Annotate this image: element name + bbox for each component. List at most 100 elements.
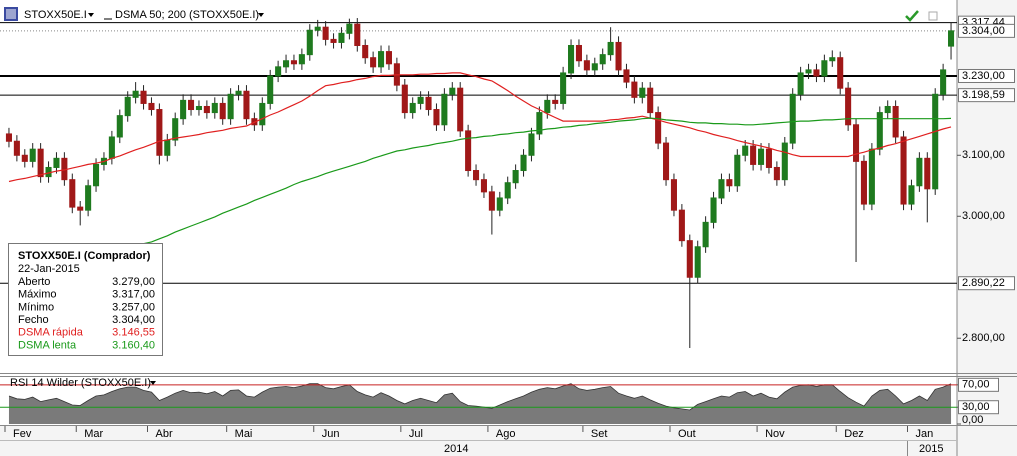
indicator-name[interactable]: DSMA 50; 200 (STOXX50E.I) xyxy=(115,9,259,21)
x-tick-label: Ago xyxy=(496,428,516,440)
candle-body xyxy=(512,170,519,184)
y-tick-label: 0,00 xyxy=(962,414,983,426)
moving-average-line xyxy=(8,72,952,183)
candle-body xyxy=(354,23,361,46)
candle-body xyxy=(465,130,472,172)
rsi-area xyxy=(8,383,952,424)
candle-body xyxy=(813,69,820,77)
candle-body xyxy=(742,145,749,156)
candle-body xyxy=(932,93,939,190)
candle-body xyxy=(124,96,131,117)
candle-body xyxy=(235,90,242,95)
candle-body xyxy=(868,148,875,205)
candle-body xyxy=(314,26,321,31)
candle-body xyxy=(425,96,432,111)
overlay: STOXX50E.I DSMA 50; 200 (STOXX50E.I) RSI… xyxy=(4,7,1015,455)
candle-body xyxy=(488,191,495,211)
candle-body xyxy=(623,69,630,83)
candle-body xyxy=(702,221,709,248)
check-icon[interactable] xyxy=(905,10,919,22)
level-box xyxy=(958,276,1015,291)
candle-body xyxy=(77,206,84,211)
candle-body xyxy=(338,32,345,43)
info-value: 3.257,00 xyxy=(112,301,155,313)
candle-body xyxy=(583,60,590,71)
candle-body xyxy=(599,54,606,65)
candle-body xyxy=(765,148,772,168)
candle-body xyxy=(663,142,670,181)
candle-body xyxy=(330,38,337,43)
candle-body xyxy=(900,136,907,205)
level-label: 2.890,22 xyxy=(962,277,1005,289)
candle-body xyxy=(93,163,100,187)
candle-body xyxy=(180,99,187,120)
candle-body xyxy=(195,105,202,111)
candle-body xyxy=(5,133,12,142)
info-value: 3.146,55 xyxy=(112,327,155,339)
candle-body xyxy=(607,41,614,56)
candle-body xyxy=(520,154,527,172)
candle-body xyxy=(528,133,535,156)
candle-body xyxy=(370,57,377,68)
candle-body xyxy=(916,157,923,187)
level-box xyxy=(958,377,999,392)
candle-body xyxy=(647,87,654,114)
candle-body xyxy=(409,102,416,114)
candle-body xyxy=(908,185,915,205)
candle-body xyxy=(575,44,582,62)
candle-body xyxy=(837,57,844,89)
candle-body xyxy=(631,81,638,98)
candle-body xyxy=(480,179,487,193)
candle-body xyxy=(639,87,646,98)
candle-body xyxy=(188,99,195,111)
year-label: 2015 xyxy=(919,443,943,455)
candle-body xyxy=(116,115,123,138)
candle-body xyxy=(773,166,780,181)
level-box xyxy=(958,23,1015,38)
candle-body xyxy=(140,90,147,104)
candle-body xyxy=(13,140,20,156)
instrument-name[interactable]: STOXX50E.I xyxy=(24,9,87,21)
candle-body xyxy=(544,99,551,114)
info-label: Aberto xyxy=(18,276,50,288)
candle-body xyxy=(164,139,171,156)
candle-body xyxy=(378,51,385,68)
info-title: STOXX50E.I (Comprador) xyxy=(18,250,151,262)
candle-body xyxy=(29,148,36,162)
candle-body xyxy=(433,109,440,126)
info-value: 3.304,00 xyxy=(112,314,155,326)
candle-body xyxy=(172,118,179,141)
candle-body xyxy=(591,63,598,71)
year-label: 2014 xyxy=(444,443,468,455)
candle-body xyxy=(267,75,274,104)
x-tick-label: Fev xyxy=(13,428,32,440)
candle-body xyxy=(108,136,115,159)
dropdown-arrow[interactable] xyxy=(88,13,94,17)
x-tick-label: Nov xyxy=(765,428,785,440)
info-value: 3.160,40 xyxy=(112,339,155,351)
x-tick-label: Jul xyxy=(409,428,423,440)
candle-body xyxy=(259,102,266,126)
dropdown-arrow[interactable] xyxy=(150,381,156,385)
info-label: DSMA rápida xyxy=(18,327,84,339)
window-icon[interactable] xyxy=(928,11,938,21)
y-tick-label: 30,00 xyxy=(962,401,990,413)
level-box xyxy=(958,68,1015,83)
candle-body xyxy=(860,160,867,205)
info-box xyxy=(8,243,163,356)
info-label: Fecho xyxy=(18,314,49,326)
candle-body xyxy=(726,179,733,187)
candle-body xyxy=(940,69,947,95)
plot-area xyxy=(0,18,961,456)
candle-body xyxy=(417,96,424,104)
moving-average-line xyxy=(8,117,952,273)
rsi-title[interactable]: RSI 14 Wilder (STOXX50E.I) xyxy=(10,377,151,389)
candle-body xyxy=(655,112,662,144)
x-tick-label: Set xyxy=(591,428,608,440)
dropdown-arrow[interactable] xyxy=(258,13,264,17)
candle-body xyxy=(789,93,796,144)
candle-body xyxy=(678,209,685,242)
rsi-line xyxy=(8,383,952,411)
x-tick-label: Jan xyxy=(916,428,934,440)
